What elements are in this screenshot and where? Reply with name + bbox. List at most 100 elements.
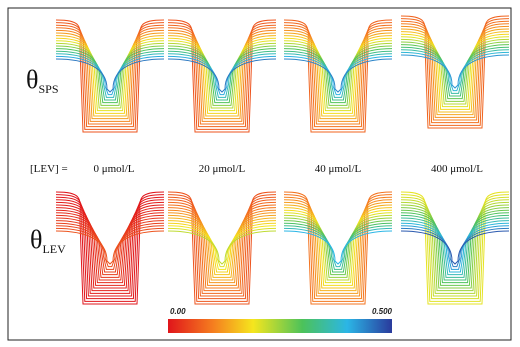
contour-line xyxy=(55,48,165,104)
contour-line xyxy=(55,50,165,101)
contour-line xyxy=(167,230,277,265)
contour-line xyxy=(167,196,277,300)
contour-line xyxy=(167,37,277,114)
contour-line xyxy=(55,201,165,294)
contour-line xyxy=(400,191,510,305)
contour-line xyxy=(400,217,510,278)
contour-line xyxy=(283,48,393,104)
contour-line xyxy=(400,227,510,268)
contour-line xyxy=(400,209,510,286)
contour-line xyxy=(283,53,393,98)
row-label: θLEV xyxy=(30,225,66,256)
contour-line xyxy=(283,58,393,93)
contour-line xyxy=(167,50,277,101)
contour-line xyxy=(400,28,510,116)
contour-line xyxy=(400,199,510,297)
contour-line xyxy=(400,222,510,273)
contour-line xyxy=(283,212,393,284)
contour-line xyxy=(55,207,165,289)
contour-line xyxy=(167,40,277,112)
contour-line xyxy=(400,46,510,97)
contour-line xyxy=(400,38,510,105)
contour-line xyxy=(55,214,165,281)
colorbar xyxy=(168,319,392,333)
contour-line xyxy=(167,45,277,106)
contour-line xyxy=(55,40,165,112)
contour-line xyxy=(55,32,165,120)
row-subscript: LEV xyxy=(42,242,66,256)
contour-line xyxy=(400,220,510,276)
contour-line xyxy=(283,220,393,276)
contour-line xyxy=(283,37,393,114)
contour-line xyxy=(55,24,165,128)
contour-line xyxy=(55,22,165,130)
concentration: 20 μmol/L xyxy=(199,163,246,175)
contour-line xyxy=(55,204,165,292)
row-subscript: SPS xyxy=(38,82,58,96)
concentration-label: [LEV] = xyxy=(30,163,68,175)
contour-line xyxy=(55,225,165,270)
contour-line xyxy=(167,214,277,281)
contour-line xyxy=(283,22,393,130)
concentration: 40 μmol/L xyxy=(315,163,362,175)
contour-line xyxy=(167,19,277,133)
contour-line xyxy=(167,55,277,96)
contour-panels xyxy=(55,15,510,305)
contour-line xyxy=(283,29,393,122)
contour-line xyxy=(283,27,393,125)
row-symbol: θ xyxy=(30,225,42,254)
contour-line xyxy=(167,22,277,130)
contour-line xyxy=(400,18,510,126)
contour-line xyxy=(167,227,277,268)
contour-line xyxy=(283,204,393,292)
colorbar-max: 0.500 xyxy=(372,307,393,316)
contour-line xyxy=(55,58,165,93)
contour-line xyxy=(167,201,277,294)
contour-line xyxy=(55,35,165,117)
contour-line xyxy=(55,230,165,265)
contour-line xyxy=(400,15,510,129)
contour-line xyxy=(400,212,510,284)
contour-line xyxy=(283,199,393,297)
contour-line xyxy=(400,54,510,89)
contour-line xyxy=(167,53,277,98)
contour-line xyxy=(167,217,277,278)
contour-line xyxy=(55,209,165,286)
contour-line xyxy=(167,58,277,93)
contour-line xyxy=(55,191,165,305)
concentration: 400 μmol/L xyxy=(431,163,483,175)
contour-line xyxy=(167,27,277,125)
contour-line xyxy=(400,20,510,124)
contour-line xyxy=(400,204,510,292)
contour-line xyxy=(55,45,165,106)
contour-line xyxy=(55,227,165,268)
contour-line xyxy=(55,29,165,122)
contour-line xyxy=(167,209,277,286)
contour-line xyxy=(167,225,277,270)
contour-line xyxy=(55,222,165,273)
contour-line xyxy=(400,36,510,108)
contour-line xyxy=(283,217,393,278)
contour-line xyxy=(167,32,277,120)
contour-line xyxy=(400,230,510,265)
contour-line xyxy=(55,53,165,98)
contour-line xyxy=(55,37,165,114)
contour-line xyxy=(283,201,393,294)
contour-line xyxy=(400,196,510,300)
contour-line xyxy=(55,217,165,278)
contour-line xyxy=(167,194,277,302)
contour-line xyxy=(400,33,510,110)
contour-line xyxy=(55,212,165,284)
contour-line xyxy=(283,40,393,112)
contour-line xyxy=(55,27,165,125)
contour-line xyxy=(400,25,510,118)
contour-line xyxy=(283,230,393,265)
contour-line xyxy=(400,201,510,294)
contour-line xyxy=(283,50,393,101)
contour-line xyxy=(167,222,277,273)
contour-line xyxy=(400,31,510,113)
contour-line xyxy=(167,42,277,109)
contour-line xyxy=(167,35,277,117)
contour-line xyxy=(167,207,277,289)
